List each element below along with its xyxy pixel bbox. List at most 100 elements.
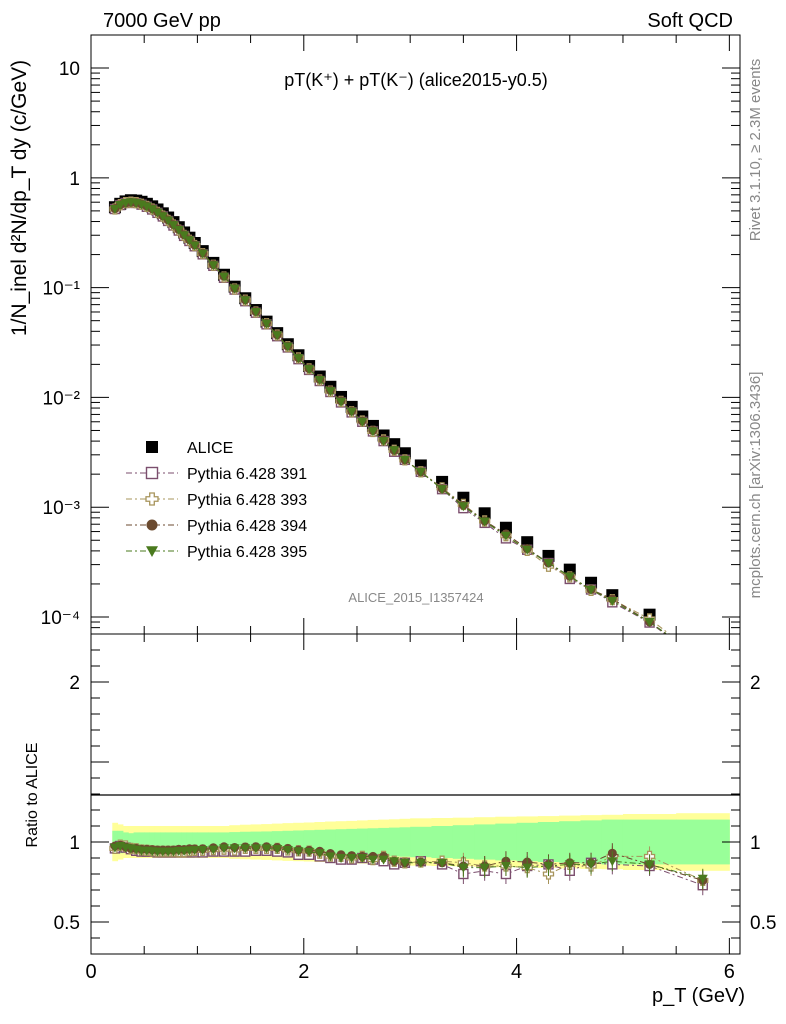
- x-tick-label: 0: [85, 961, 96, 983]
- main-data-point: [141, 202, 152, 212]
- main-data-point: [698, 655, 707, 664]
- main-data-point: [378, 437, 389, 447]
- ratio-data-point: [325, 852, 336, 862]
- ratio-band-stat: [580, 820, 603, 864]
- main-data-point: [115, 201, 126, 211]
- y-tick-label: 10⁻⁴: [41, 608, 80, 629]
- main-data-point: [458, 502, 469, 512]
- main-data-point: [163, 216, 174, 226]
- y-tick-label: 10⁻³: [43, 498, 81, 519]
- ratio-band-stat: [399, 827, 411, 857]
- legend-marker: [146, 546, 158, 557]
- header-energy-label: 7000 GeV pp: [103, 10, 221, 32]
- ratio-data-point: [644, 860, 655, 870]
- ratio-band-stat: [186, 832, 193, 852]
- ratio-data-point: [399, 858, 410, 868]
- ratio-data-point: [378, 855, 389, 865]
- y-tick-label: 1: [69, 169, 80, 190]
- ratio-y-tick-label: 1: [69, 833, 80, 854]
- legend-marker: [146, 519, 158, 531]
- legend-item: Pythia 6.428 395: [126, 544, 307, 561]
- main-data-point: [261, 319, 272, 329]
- ratio-data-point: [208, 845, 219, 855]
- ratio-y-tick-label: 0.5: [54, 913, 80, 934]
- ratio-band-stat: [601, 819, 624, 865]
- main-data-point: [698, 656, 708, 665]
- ratio-data-point: [346, 854, 357, 863]
- legend-label: Pythia 6.428 391: [187, 466, 307, 483]
- analysis-label: ALICE_2015_I1357424: [348, 590, 483, 605]
- main-data-point: [218, 272, 229, 282]
- ratio-band-stat: [170, 832, 177, 852]
- ratio-data-point: [389, 857, 400, 867]
- main-data-point: [698, 655, 708, 665]
- main-data-point: [586, 585, 597, 595]
- ratio-band-stat: [346, 828, 358, 856]
- ratio-data-point: [261, 844, 272, 854]
- main-data-point: [564, 572, 575, 582]
- ratio-band-stat: [229, 832, 241, 852]
- main-data-point: [399, 455, 410, 465]
- ratio-band-stat: [197, 832, 209, 852]
- ratio-data-point: [415, 858, 426, 868]
- main-title: pT(K⁺) + pT(K⁻) (alice2015-y0.5): [284, 70, 548, 90]
- main-data-point: [240, 296, 251, 306]
- ratio-band-stat: [149, 832, 156, 852]
- ratio-data-point: [479, 863, 490, 873]
- ratio-y-tick-label-right: 0.5: [750, 913, 776, 934]
- main-data-point: [367, 427, 378, 437]
- ratio-band-stat: [154, 832, 161, 852]
- main-series-4: [109, 198, 708, 665]
- ratio-data-point: [586, 860, 597, 870]
- ratio-data-point: [522, 863, 533, 873]
- legend-label: ALICE: [187, 440, 233, 457]
- ratio-band-stat: [218, 832, 230, 852]
- ratio-band-stat: [138, 832, 145, 852]
- ratio-band-stat: [537, 822, 560, 862]
- ratio-band-stat: [133, 832, 140, 852]
- ratio-band-stat: [452, 825, 475, 859]
- ratio-band-stat: [516, 822, 539, 862]
- main-data-point: [229, 284, 240, 294]
- ratio-band-stat: [181, 832, 188, 852]
- ratio-data-point: [458, 863, 469, 873]
- main-data-point: [168, 221, 179, 231]
- main-data-point: [314, 376, 325, 386]
- ratio-band-stat: [282, 830, 294, 854]
- ratio-y-tick-label-right: 1: [750, 833, 761, 854]
- legend-marker: [145, 492, 159, 506]
- ratio-data-point: [240, 844, 251, 854]
- legend: ALICE Pythia 6.428 391 Pythia 6.428 393 Pyt…: [126, 440, 307, 561]
- ratio-data-point: [500, 862, 511, 871]
- legend-marker: [146, 441, 158, 453]
- ratio-band-stat: [431, 826, 454, 858]
- main-data-point: [644, 618, 655, 628]
- main-data-point: [346, 407, 357, 417]
- ratio-band-stat: [192, 832, 198, 852]
- ratio-band-stat: [356, 828, 369, 856]
- ratio-band-stat: [293, 830, 305, 854]
- main-data-point: [389, 446, 400, 456]
- main-data-point: [415, 467, 426, 477]
- ratio-data-point: [282, 846, 293, 855]
- main-data-point: [272, 331, 283, 341]
- main-series-0: [108, 194, 656, 621]
- ratio-band-stat: [128, 833, 135, 851]
- ratio-band-stat: [559, 821, 581, 863]
- main-data-point: [522, 545, 533, 555]
- main-data-point: [607, 596, 618, 606]
- ratio-data-point: [189, 846, 200, 856]
- ratio-band-stat: [378, 827, 390, 857]
- ratio-series-3: [109, 842, 708, 889]
- y-tick-label: 10⁻²: [43, 388, 81, 409]
- ratio-band-stat: [410, 826, 432, 858]
- ratio-band-stat: [474, 824, 496, 860]
- main-data-point: [543, 559, 554, 569]
- legend-marker: [145, 466, 159, 480]
- legend-label: Pythia 6.428 395: [187, 544, 307, 561]
- axes-layer: 0 2 4 6 10⁻⁴ 10⁻³ 10⁻² 10⁻¹ 1 10 0.5 0.5 1 1 2 2: [41, 34, 776, 983]
- ratio-data-point: [564, 860, 575, 870]
- ratio-band-stat: [144, 832, 151, 852]
- x-axis-label: p_T (GeV): [652, 985, 745, 1007]
